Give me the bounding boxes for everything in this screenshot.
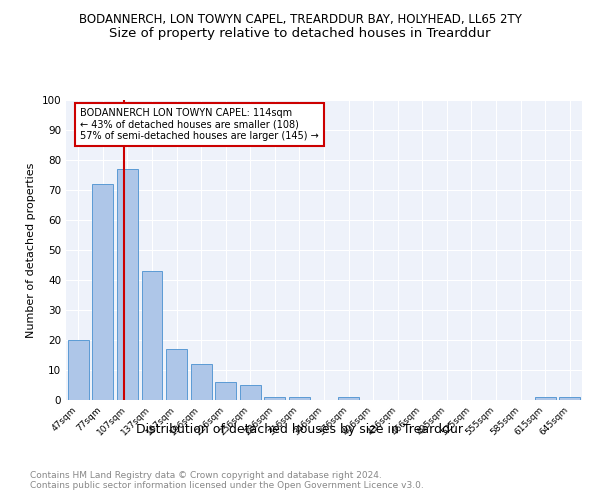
Bar (68, 340, 89, 400)
Bar (215, 382, 236, 400)
Text: Distribution of detached houses by size in Trearddur: Distribution of detached houses by size … (137, 422, 464, 436)
Y-axis label: Number of detached properties: Number of detached properties (26, 162, 36, 338)
Text: BODANNERCH, LON TOWYN CAPEL, TREARDDUR BAY, HOLYHEAD, LL65 2TY: BODANNERCH, LON TOWYN CAPEL, TREARDDUR B… (79, 12, 521, 26)
Bar (535, 397, 556, 400)
Bar (289, 397, 310, 400)
Bar (265, 397, 286, 400)
Bar (191, 364, 212, 400)
Text: BODANNERCH LON TOWYN CAPEL: 114sqm
← 43% of detached houses are smaller (108)
57: BODANNERCH LON TOWYN CAPEL: 114sqm ← 43%… (80, 108, 319, 140)
Bar (117, 169, 138, 400)
Bar (92, 184, 113, 400)
Bar (142, 271, 163, 400)
Bar (240, 385, 261, 400)
Bar (338, 397, 359, 400)
Text: Size of property relative to detached houses in Trearddur: Size of property relative to detached ho… (109, 28, 491, 40)
Text: Contains HM Land Registry data © Crown copyright and database right 2024.
Contai: Contains HM Land Registry data © Crown c… (30, 470, 424, 490)
Bar (559, 397, 580, 400)
Bar (166, 349, 187, 400)
